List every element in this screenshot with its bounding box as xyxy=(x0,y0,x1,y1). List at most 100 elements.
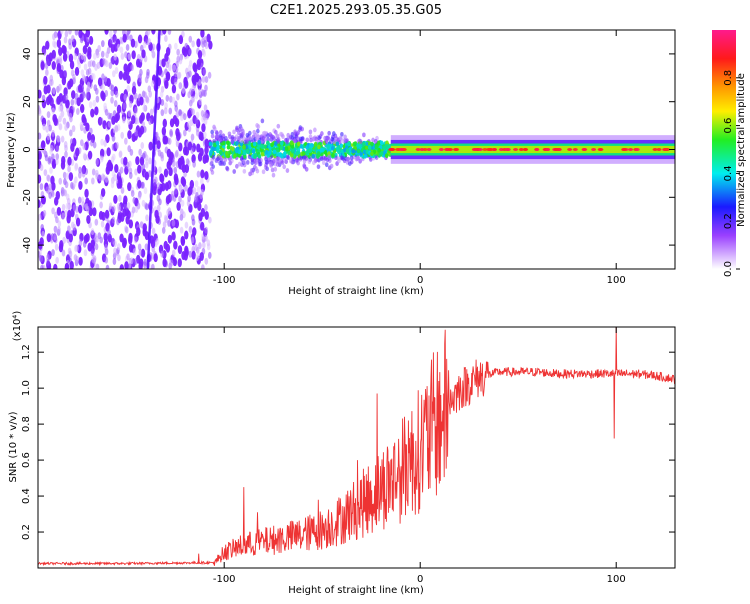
spectrogram-cell xyxy=(285,168,290,173)
carrier-peak xyxy=(553,148,559,151)
carrier-peak xyxy=(572,148,578,151)
spectrogram-cell xyxy=(64,93,69,101)
spectrogram-cell xyxy=(128,171,133,179)
spectrogram-cell xyxy=(365,145,369,151)
spectrogram-cell xyxy=(160,109,165,117)
spectrogram-cell xyxy=(143,91,147,99)
spectrogram-cell xyxy=(116,43,121,51)
spectrogram-cell xyxy=(200,221,205,231)
snr-y-ticks: 0.2 0.4 0.6 0.8 1.0 1.2 xyxy=(21,344,675,540)
spectrogram-cell xyxy=(107,120,112,128)
spectrogram-cell xyxy=(78,239,83,247)
spectrogram-cell xyxy=(119,92,125,102)
spectrogram-cell xyxy=(116,218,120,226)
spectrogram-cell xyxy=(175,149,179,157)
spectrogram-cell xyxy=(197,50,203,60)
spectrogram-cell xyxy=(116,104,122,114)
spectrogram-cell xyxy=(58,123,63,131)
spectrogram-cell xyxy=(87,67,92,75)
spectrogram-cell xyxy=(127,262,132,269)
spectrogram-cell xyxy=(278,152,283,158)
spectrogram-cell xyxy=(77,196,82,204)
spectrogram-cell xyxy=(192,160,196,168)
spectrogram-cell xyxy=(51,249,55,257)
carrier-peak xyxy=(486,148,492,151)
spectrogram-cell xyxy=(243,139,247,145)
spectrogram-cell xyxy=(204,145,209,155)
spectrogram-cell xyxy=(57,226,61,234)
spectrogram-cell xyxy=(47,94,53,104)
spectrogram-cell xyxy=(179,185,183,193)
spectrogram-cell xyxy=(191,95,195,103)
spectrogram-cell xyxy=(343,137,347,143)
spectrogram-cell xyxy=(103,139,107,147)
spectrogram-cell xyxy=(305,137,310,143)
spectrogram-cell xyxy=(95,235,99,243)
spectrogram-cell xyxy=(137,34,143,44)
spectrogram-cell xyxy=(263,144,268,150)
carrier-peak xyxy=(426,148,432,151)
spectrogram-panel: -100 0 100 -40 -20 0 20 40 Height of straight … xyxy=(6,29,676,297)
spectrogram-cell xyxy=(104,30,109,35)
spectrogram-cell xyxy=(317,152,321,157)
spectrogram-cell xyxy=(114,164,119,174)
spectrogram-cell xyxy=(144,76,149,84)
spectrogram-cell xyxy=(125,215,130,225)
spectrogram-cell xyxy=(237,130,241,136)
spectrogram-cell xyxy=(105,51,109,59)
spectrogram-cell xyxy=(53,41,58,49)
spectrogram-cell xyxy=(136,227,141,237)
spectrogram-cell xyxy=(95,87,99,95)
spectrogram-cell xyxy=(362,132,366,138)
y-tick-label: -20 xyxy=(22,189,33,205)
spectrogram-cell xyxy=(82,45,88,55)
spectrogram-cell xyxy=(101,57,106,65)
spectrogram-cell xyxy=(67,165,71,173)
spectrogram-cell xyxy=(137,192,142,200)
spectrogram-cell xyxy=(62,52,68,62)
spectrogram-cell xyxy=(204,210,209,220)
snr-frame xyxy=(37,326,676,569)
spectrogram-cell xyxy=(196,186,201,194)
spectrogram-cell xyxy=(308,129,313,135)
spectrogram-cell xyxy=(54,243,59,251)
spectrogram-x-axis-label: Height of straight line (km) xyxy=(288,286,424,297)
spectrogram-cell xyxy=(225,140,230,146)
spectrogram-cell xyxy=(145,158,149,166)
spectrogram-cell xyxy=(122,102,127,110)
spectrogram-cell xyxy=(62,171,67,179)
spectrogram-cell xyxy=(139,68,143,76)
spectrogram-cell xyxy=(271,158,276,164)
spectrogram-cell xyxy=(116,243,121,251)
spectrogram-cell xyxy=(173,240,178,250)
spectrogram-cell xyxy=(261,169,266,175)
spectrogram-cell xyxy=(174,118,180,128)
spectrogram-cell xyxy=(105,264,110,269)
spectrogram-cell xyxy=(286,155,291,161)
spectrogram-cell xyxy=(134,168,138,176)
spectrogram-cell xyxy=(100,90,105,100)
spectrogram-cell xyxy=(131,85,137,95)
spectrogram-cell xyxy=(130,64,134,72)
spectrogram-cell xyxy=(195,129,200,137)
spectrogram-cell xyxy=(134,106,138,114)
colorbar-tick-label: 0.4 xyxy=(723,165,734,181)
spectrogram-cell xyxy=(56,95,61,105)
spectrogram-cell xyxy=(60,135,65,143)
carrier-peak xyxy=(419,148,425,151)
spectrogram-cell xyxy=(100,220,105,228)
spectrogram-cell xyxy=(324,162,329,168)
spectrogram-cell xyxy=(232,129,236,135)
spectrogram-cell xyxy=(70,142,75,152)
spectrogram-cell xyxy=(78,171,82,179)
carrier-peak xyxy=(597,148,603,151)
spectrogram-cell xyxy=(114,90,119,98)
spectrogram-cell xyxy=(165,94,170,102)
spectrogram-cell xyxy=(150,264,155,269)
spectrogram-cell xyxy=(111,143,116,151)
spectrogram-cell xyxy=(49,166,53,174)
spectrogram-cell xyxy=(120,186,125,194)
carrier-peak xyxy=(444,148,450,151)
spectrogram-cell xyxy=(97,45,101,53)
spectrogram-cell xyxy=(131,50,136,60)
